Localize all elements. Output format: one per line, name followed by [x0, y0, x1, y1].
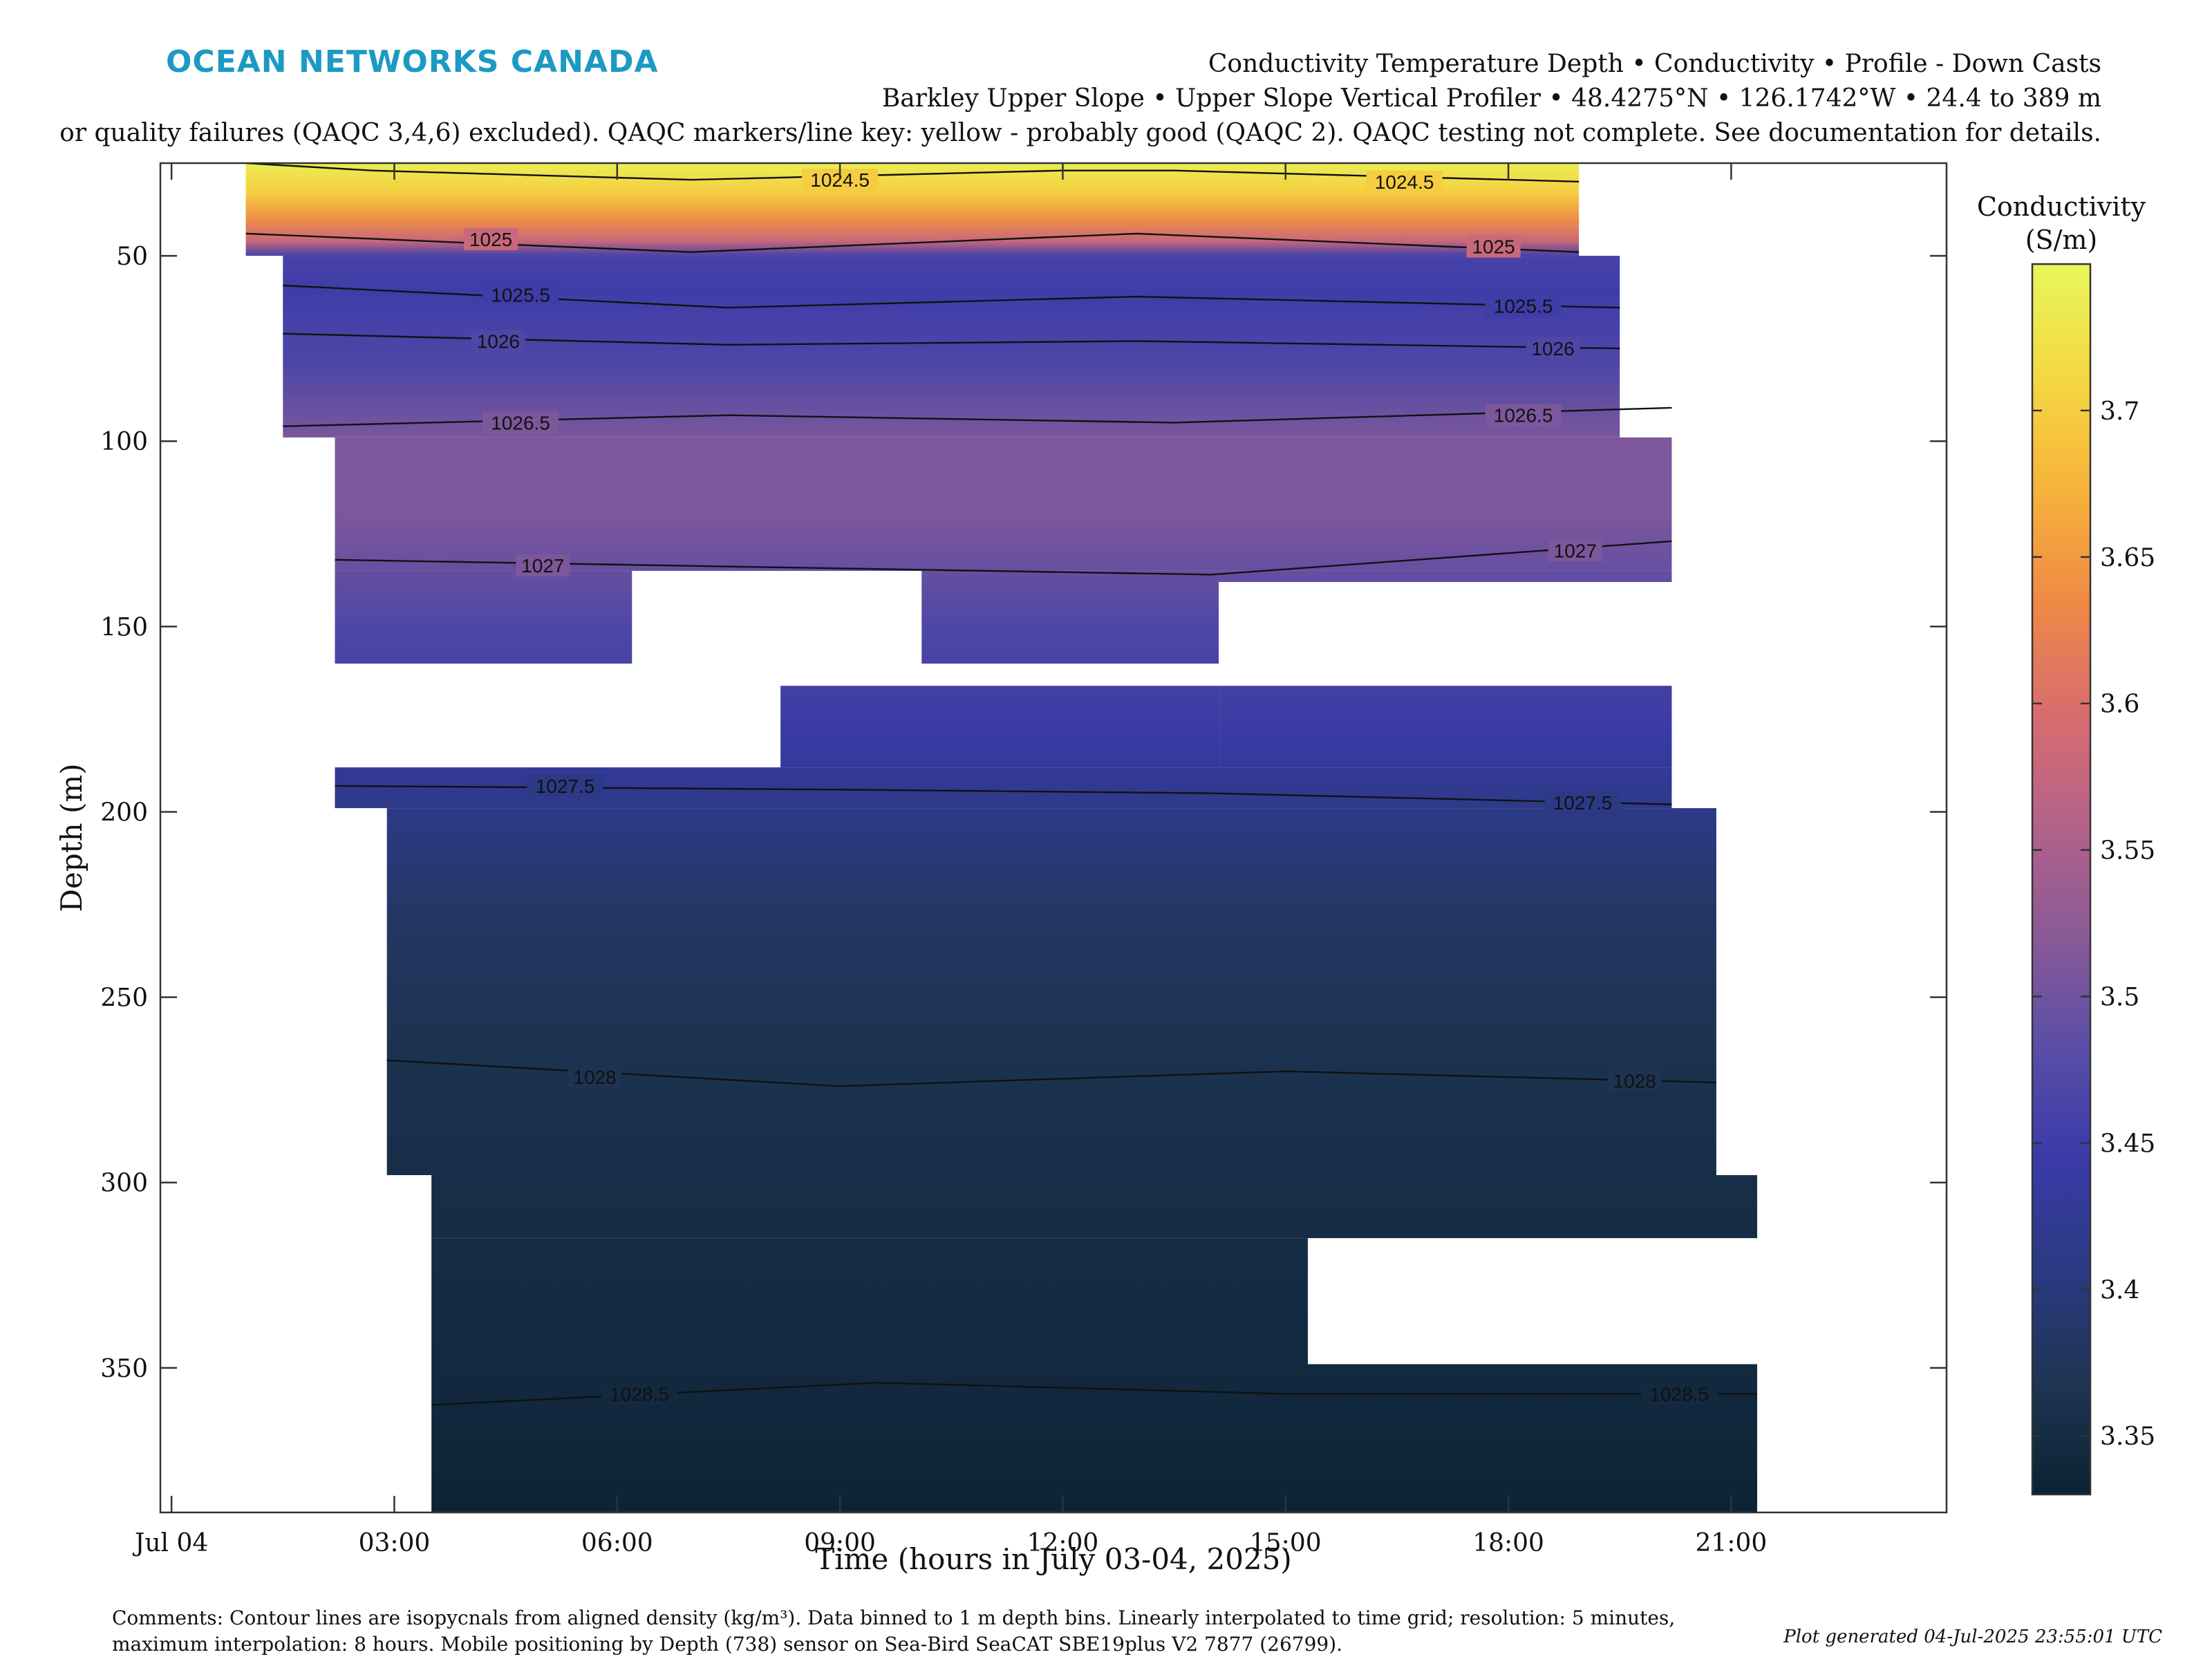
x-tick-label: 12:00	[1027, 1529, 1099, 1557]
y-tick-label: 200	[100, 798, 148, 827]
data-block	[386, 808, 1716, 1175]
isopycnal-label: 1028.5	[1649, 1383, 1709, 1405]
isopycnal-label-bg	[482, 411, 559, 434]
y-tick-label: 300	[100, 1170, 148, 1198]
isopycnal-label: 1025.5	[491, 284, 550, 306]
conductivity-field	[245, 163, 1758, 1512]
isopycnal-label: 1026.5	[1494, 405, 1553, 427]
data-block	[335, 570, 632, 664]
y-tick-label: 250	[100, 984, 148, 1013]
isopycnal-label-bg	[1485, 404, 1562, 427]
isopycnal-label: 1026	[1531, 338, 1574, 359]
y-tick-label: 50	[116, 243, 148, 271]
plot-generated-timestamp: Plot generated 04-Jul-2025 23:55:01 UTC	[1783, 1627, 2162, 1647]
x-tick-label: 03:00	[359, 1529, 431, 1557]
isopycnal-label-bg	[1544, 791, 1621, 814]
x-tick-label: 21:00	[1696, 1529, 1768, 1557]
y-tick-label: 150	[100, 613, 148, 641]
x-tick-label: 06:00	[581, 1529, 653, 1557]
isopycnal-label: 1028	[573, 1067, 616, 1088]
isopycnal-label-bg	[1548, 539, 1602, 562]
colorbar-tick-label: 3.45	[2100, 1130, 2155, 1158]
colorbar-tick-label: 3.65	[2100, 544, 2155, 572]
colorbar-label-line2: (S/m)	[2025, 225, 2098, 255]
chart-title-line3: or quality failures (QAQC 3,4,6) exclude…	[59, 119, 2101, 147]
chart-title-line1: Conductivity Temperature Depth • Conduct…	[1208, 50, 2101, 78]
isopycnal-label: 1026	[477, 330, 520, 352]
y-tick-label: 100	[100, 428, 148, 456]
y-axis: 50 100 150 200 250 300 350	[100, 243, 1947, 1383]
colorbar	[2031, 263, 2092, 1496]
chart-title-line2: Barkley Upper Slope • Upper Slope Vertic…	[882, 84, 2101, 113]
data-block	[780, 686, 1219, 768]
isopycnal-label-bg	[568, 1065, 622, 1088]
isopycnal-label-bg	[1607, 1069, 1662, 1092]
isopycnal-label-bg	[516, 554, 570, 577]
isopycnal-label-bg	[1485, 294, 1562, 317]
isopycnal-label-bg	[1526, 337, 1580, 360]
data-block	[431, 1175, 1758, 1239]
x-tick-label: Jul 04	[132, 1529, 208, 1557]
isopycnal-label: 1026.5	[491, 412, 550, 433]
isopycnal-label: 1027.5	[1553, 792, 1613, 814]
footer-comment-line1: Comments: Contour lines are isopycnals f…	[112, 1606, 1675, 1629]
colorbar-tick-label: 3.6	[2100, 691, 2139, 719]
brand-logo-text: OCEAN NETWORKS CANADA	[166, 44, 659, 79]
data-block	[431, 1238, 1308, 1365]
isopycnal-label-bg	[464, 227, 518, 250]
colorbar-ticks: 3.35 3.4 3.45 3.5 3.55 3.6 3.65 3.7	[2032, 397, 2155, 1451]
y-axis-label: Depth (m)	[55, 763, 88, 912]
colorbar-tick-label: 3.5	[2100, 984, 2139, 1012]
isopycnal-label: 1027.5	[536, 776, 595, 797]
isopycnal-label: 1024.5	[1375, 171, 1434, 193]
data-block	[335, 437, 1672, 571]
y-tick-label: 350	[100, 1355, 148, 1383]
isopycnal-label-bg	[471, 330, 525, 353]
data-block	[1219, 570, 1672, 582]
x-tick-label: 09:00	[804, 1529, 876, 1557]
isopycnal-label: 1025.5	[1494, 295, 1553, 317]
isopycnal-label-bg	[1641, 1382, 1718, 1405]
colorbar-tick-label: 3.7	[2100, 397, 2139, 426]
colorbar-tick-label: 3.4	[2100, 1276, 2139, 1304]
isopycnal-label-bg	[1466, 235, 1521, 258]
isopycnal-label: 1027	[1554, 540, 1597, 561]
x-axis: Jul 04 03:00 06:00 09:00 12:00 15:00 18:00 21:0…	[132, 163, 1767, 1557]
isopycnal-label-bg	[1366, 170, 1443, 193]
x-tick-label: 18:00	[1472, 1529, 1544, 1557]
isopycnal-label-bg	[601, 1382, 678, 1405]
data-block	[921, 570, 1219, 664]
colorbar-label-line1: Conductivity	[1977, 191, 2146, 222]
colorbar-tick-label: 3.35	[2100, 1423, 2155, 1451]
x-tick-label: 15:00	[1250, 1529, 1322, 1557]
isopycnal-label: 1025	[469, 229, 512, 250]
isopycnal-label-bg	[482, 283, 559, 306]
x-axis-label: Time (hours in July 03-04, 2025)	[815, 1542, 1292, 1576]
isopycnal-label-bg	[527, 774, 603, 797]
isopycnal-label: 1025	[1472, 236, 1515, 258]
isopycnal-label: 1027	[521, 555, 564, 577]
isopycnal-label: 1028	[1613, 1070, 1656, 1091]
footer-comment-line2: maximum interpolation: 8 hours. Mobile p…	[112, 1633, 1342, 1656]
isopycnal-label: 1028.5	[610, 1383, 669, 1405]
plot-frame	[159, 162, 1948, 1514]
data-block	[1219, 686, 1672, 768]
colorbar-tick-label: 3.55	[2100, 837, 2155, 865]
